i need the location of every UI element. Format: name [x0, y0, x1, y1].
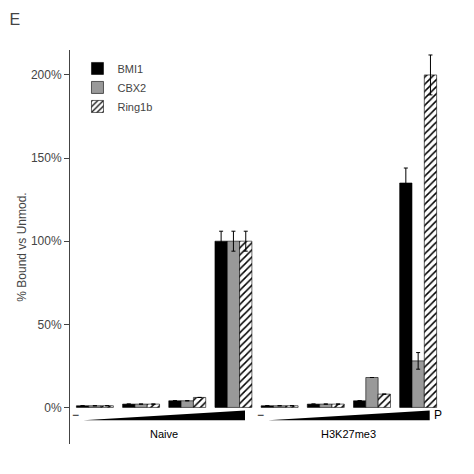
svg-text:−: −	[72, 408, 79, 422]
svg-text:50%: 50%	[38, 318, 62, 332]
svg-text:Naive: Naive	[150, 428, 178, 440]
svg-text:0%: 0%	[44, 401, 62, 415]
svg-text:E: E	[9, 11, 20, 28]
svg-text:H3K27me3: H3K27me3	[321, 428, 376, 440]
svg-text:150%: 150%	[31, 151, 62, 165]
svg-text:100%: 100%	[31, 234, 62, 248]
svg-text:200%: 200%	[31, 68, 62, 82]
svg-text:BMI1: BMI1	[117, 63, 143, 75]
svg-text:% Bound vs Unmod.: % Bound vs Unmod.	[15, 192, 29, 301]
svg-text:−: −	[257, 408, 264, 422]
svg-text:P: P	[434, 408, 442, 422]
svg-text:Ring1b: Ring1b	[117, 101, 152, 113]
svg-text:CBX2: CBX2	[117, 82, 146, 94]
